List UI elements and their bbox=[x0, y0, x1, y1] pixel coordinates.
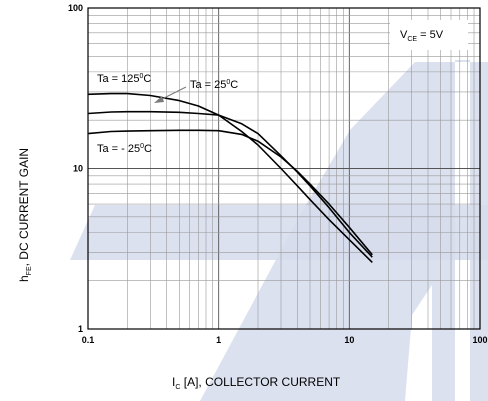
condition-box bbox=[390, 20, 468, 50]
x-tick-label: 1 bbox=[216, 335, 221, 345]
y-axis-label: hFE, DC CURRENT GAIN bbox=[17, 148, 33, 282]
series-lines bbox=[87, 92, 373, 263]
plot-grid bbox=[88, 8, 480, 329]
y-tick-label: 100 bbox=[68, 3, 83, 13]
series-label-minus25c: Ta = - 250C bbox=[97, 143, 152, 155]
y-tick-label: 10 bbox=[73, 164, 83, 174]
series-line-0 bbox=[87, 92, 373, 263]
series-line-1 bbox=[87, 110, 373, 258]
series-label-25c: Ta = 250C bbox=[190, 79, 238, 91]
condition-label: VCE = 5V bbox=[400, 29, 444, 43]
series-pointer-arrow bbox=[154, 86, 187, 103]
plot-frame bbox=[87, 7, 481, 330]
x-tick-label: 10 bbox=[344, 335, 354, 345]
x-tick-label: 100 bbox=[472, 335, 487, 345]
series-label-125c: Ta = 1250C bbox=[97, 73, 151, 85]
y-tick-label: 1 bbox=[78, 324, 83, 334]
x-tick-label: 0.1 bbox=[82, 335, 95, 345]
series-line-2 bbox=[87, 129, 373, 256]
x-axis-label: IC [A], COLLECTOR CURRENT bbox=[172, 375, 341, 391]
